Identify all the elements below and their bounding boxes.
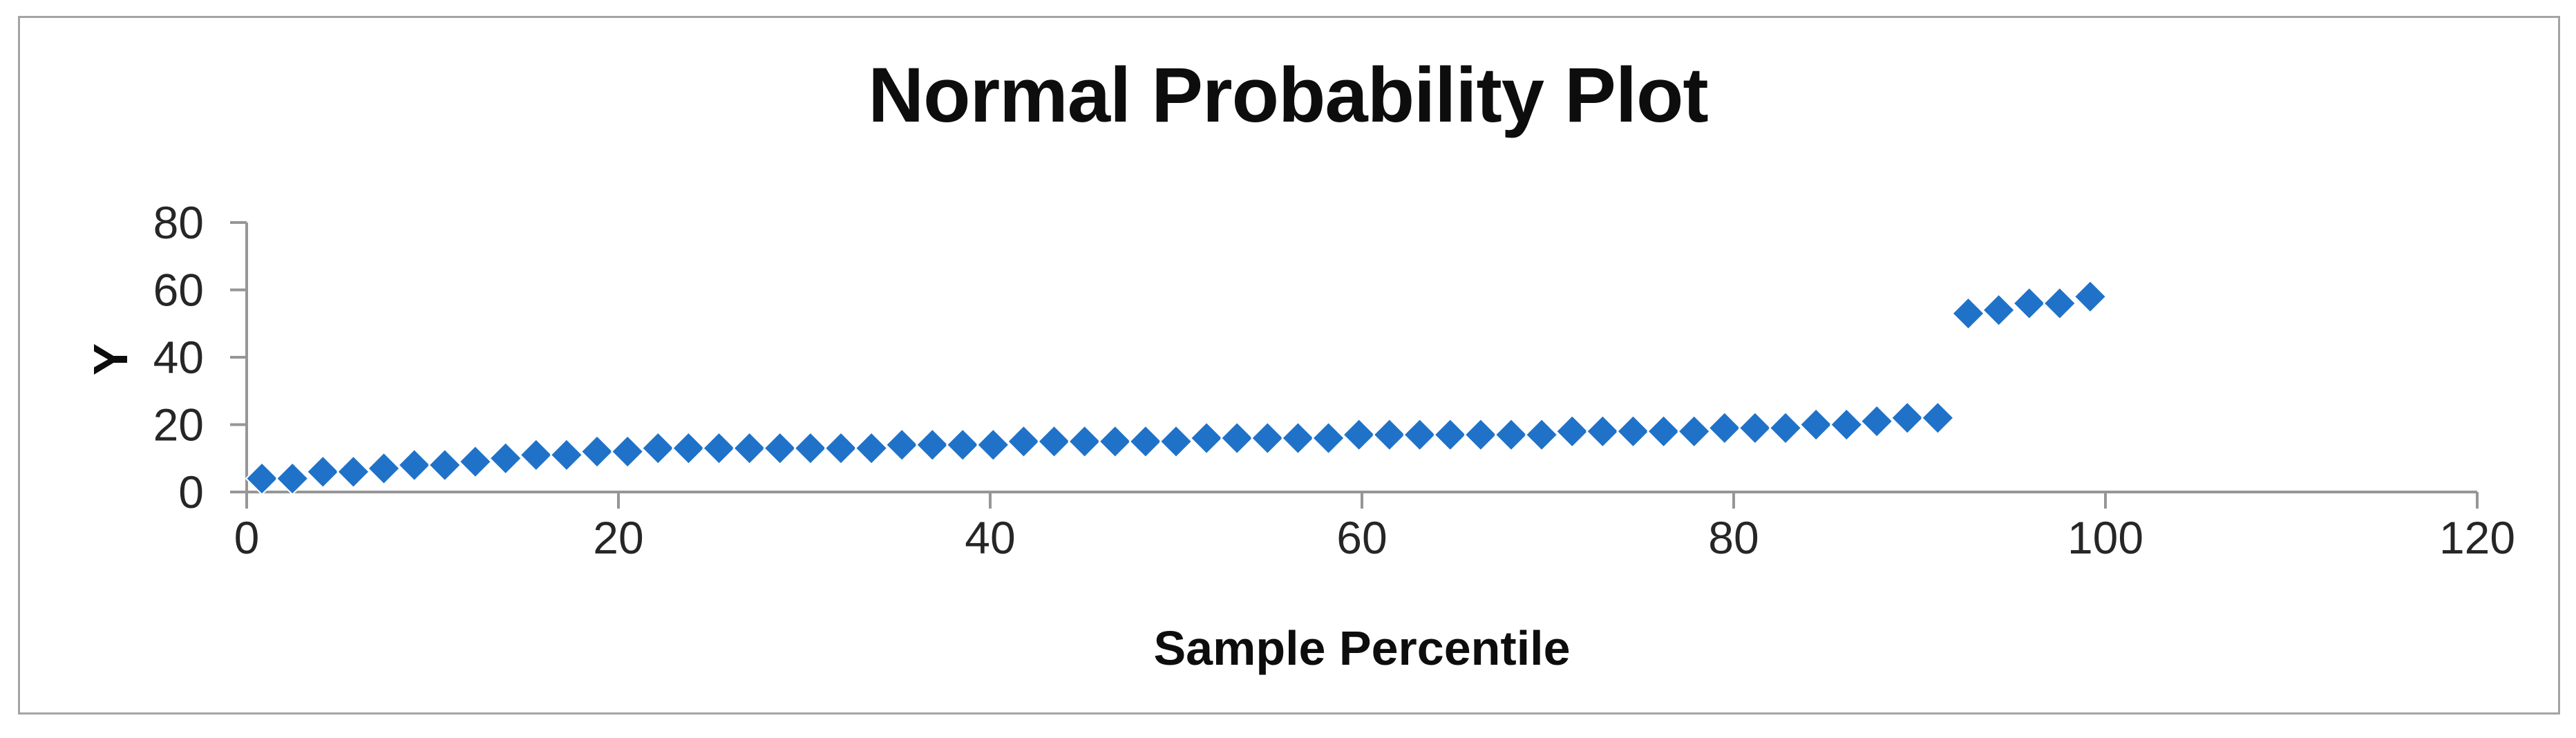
data-point-marker (519, 437, 553, 472)
data-point-marker (1768, 410, 1803, 445)
data-point-marker (1159, 424, 1193, 459)
data-point-marker (367, 451, 401, 486)
data-point-marker (1951, 296, 1985, 331)
data-point-marker (580, 435, 614, 469)
data-point-marker (1372, 417, 1407, 452)
data-point-marker (1707, 410, 1742, 445)
data-point-marker (610, 435, 645, 469)
data-point-marker (1829, 408, 1864, 442)
data-point-marker (1433, 417, 1468, 452)
y-tick-label: 40 (153, 332, 204, 383)
x-tick-label: 20 (593, 512, 643, 563)
data-point-marker (1098, 424, 1133, 459)
data-point-marker (1647, 414, 1681, 448)
data-point-marker (397, 448, 432, 482)
y-tick-label: 0 (178, 466, 204, 518)
data-point-marker (549, 437, 584, 472)
data-point-marker (1342, 417, 1376, 452)
data-point-marker (1494, 417, 1528, 452)
data-point-marker (1128, 424, 1163, 459)
data-point-marker (1585, 414, 1620, 448)
data-point-marker (976, 428, 1010, 462)
data-point-marker (1799, 408, 1833, 442)
x-tick-label: 0 (234, 512, 260, 563)
data-point-marker (1616, 414, 1650, 448)
data-point-marker (641, 431, 675, 466)
data-point-marker (915, 428, 949, 462)
data-point-marker (1189, 421, 1224, 455)
data-point-marker (275, 462, 310, 495)
data-point-marker (763, 431, 797, 466)
y-tick-label: 20 (153, 399, 204, 451)
data-point-marker (1281, 421, 1315, 455)
chart-frame-border (18, 16, 2560, 715)
data-point-marker (2073, 279, 2108, 314)
data-point-marker (458, 444, 493, 479)
data-point-marker (1738, 410, 1772, 445)
y-tick-label: 60 (153, 265, 204, 316)
x-tick-label: 40 (965, 512, 1015, 563)
data-point-marker (1920, 401, 1955, 435)
data-point-marker (1220, 421, 1254, 455)
data-point-marker (824, 431, 858, 466)
data-point-marker (702, 431, 736, 466)
x-tick-label: 60 (1336, 512, 1387, 563)
data-point-marker (884, 428, 919, 462)
data-point-marker (854, 431, 889, 466)
data-point-marker (671, 431, 705, 466)
data-point-marker (2043, 286, 2077, 321)
data-point-marker (489, 441, 523, 475)
data-point-marker (1890, 401, 1924, 435)
data-point-marker (1403, 417, 1437, 452)
data-point-marker (1007, 424, 1041, 459)
x-axis-title: Sample Percentile (1153, 621, 1571, 675)
data-point-marker (945, 428, 980, 462)
data-point-marker (2012, 286, 2047, 321)
chart-title: Normal Probability Plot (868, 52, 1708, 138)
y-tick-label: 80 (153, 197, 204, 248)
data-point-marker (1677, 414, 1712, 448)
data-point-marker (1311, 421, 1345, 455)
x-tick-label: 80 (1708, 512, 1759, 563)
data-point-marker (793, 431, 828, 466)
data-point-marker (1464, 417, 1498, 452)
data-point-marker (245, 462, 279, 495)
data-point-marker (1524, 417, 1559, 452)
data-point-marker (1250, 421, 1285, 455)
data-point-marker (336, 455, 370, 489)
data-point-marker (1037, 424, 1071, 459)
data-point-marker (305, 455, 340, 489)
data-point-marker (1068, 424, 1102, 459)
x-tick-label: 120 (2439, 512, 2515, 563)
x-tick-label: 100 (2067, 512, 2143, 563)
data-point-marker (732, 431, 767, 466)
data-point-marker (1859, 404, 1894, 439)
data-point-marker (1982, 293, 2016, 328)
data-point-marker (428, 448, 462, 482)
data-point-marker (1555, 414, 1589, 448)
